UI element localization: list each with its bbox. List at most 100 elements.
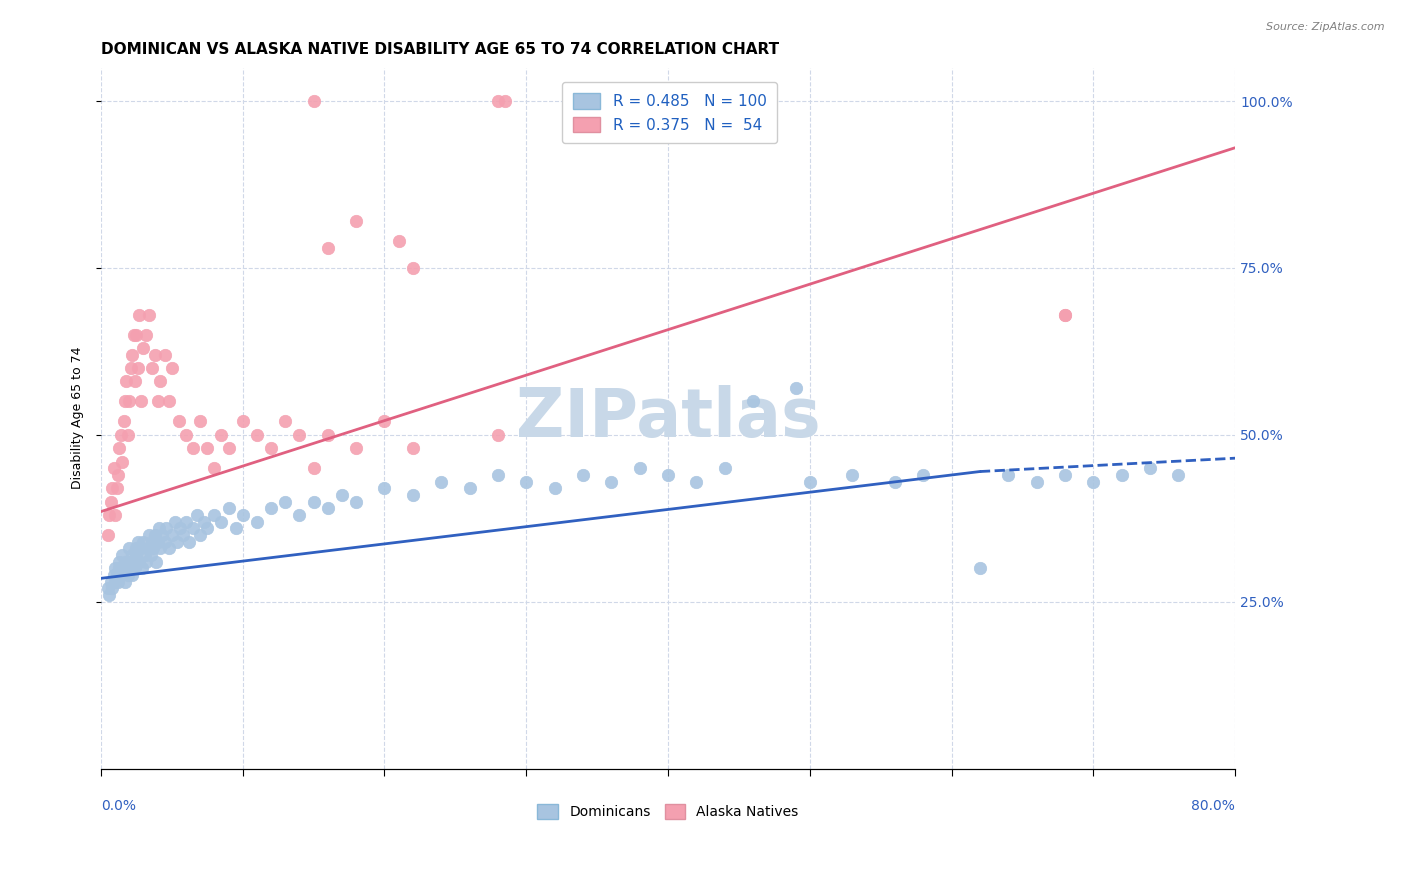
Point [742, 394, 765, 409]
Point [131, 561, 153, 575]
Point [150, 528, 173, 542]
Point [121, 348, 143, 362]
Text: Source: ZipAtlas.com: Source: ZipAtlas.com [1267, 22, 1385, 32]
Point [118, 555, 141, 569]
Point [136, 541, 159, 556]
Point [145, 555, 167, 569]
Point [132, 534, 155, 549]
Point [141, 534, 163, 549]
Point [104, 574, 127, 589]
Point [188, 414, 211, 428]
Point [195, 441, 218, 455]
Point [302, 94, 325, 108]
Point [146, 534, 169, 549]
Point [402, 441, 425, 455]
Point [103, 461, 125, 475]
Point [373, 414, 395, 428]
Point [193, 515, 215, 529]
Point [799, 475, 821, 489]
Point [218, 501, 240, 516]
Point [316, 501, 339, 516]
Point [120, 561, 142, 575]
Point [458, 481, 481, 495]
Point [997, 467, 1019, 482]
Point [969, 561, 991, 575]
Point [1053, 467, 1076, 482]
Point [149, 541, 172, 556]
Point [124, 375, 146, 389]
Point [163, 515, 186, 529]
Point [122, 327, 145, 342]
Point [232, 508, 254, 522]
Point [174, 427, 197, 442]
Point [112, 414, 135, 428]
Point [141, 361, 163, 376]
Point [274, 494, 297, 508]
Point [330, 488, 353, 502]
Point [430, 475, 453, 489]
Text: 0.0%: 0.0% [101, 799, 136, 814]
Point [1053, 308, 1076, 322]
Point [288, 508, 311, 522]
Point [108, 561, 131, 575]
Point [138, 308, 160, 322]
Point [114, 555, 136, 569]
Point [181, 521, 204, 535]
Point [169, 521, 191, 535]
Point [174, 515, 197, 529]
Point [135, 327, 157, 342]
Point [1083, 475, 1105, 489]
Point [316, 427, 339, 442]
Point [260, 501, 283, 516]
Point [167, 414, 190, 428]
Point [122, 555, 145, 569]
Point [125, 548, 148, 562]
Point [125, 327, 148, 342]
Point [225, 521, 247, 535]
Point [160, 361, 183, 376]
Point [841, 467, 863, 482]
Point [142, 541, 165, 556]
Text: DOMINICAN VS ALASKA NATIVE DISABILITY AGE 65 TO 74 CORRELATION CHART: DOMINICAN VS ALASKA NATIVE DISABILITY AG… [101, 42, 779, 57]
Point [188, 528, 211, 542]
Point [108, 555, 131, 569]
Point [108, 441, 131, 455]
Text: ZIPatlas: ZIPatlas [516, 385, 820, 451]
Point [157, 541, 180, 556]
Point [138, 528, 160, 542]
Point [209, 515, 232, 529]
Point [128, 308, 150, 322]
Point [486, 94, 509, 108]
Point [129, 394, 152, 409]
Point [115, 561, 138, 575]
Point [232, 414, 254, 428]
Point [195, 521, 218, 535]
Point [202, 508, 225, 522]
Point [97, 528, 120, 542]
Point [107, 467, 129, 482]
Point [181, 441, 204, 455]
Point [114, 394, 136, 409]
Point [104, 561, 127, 575]
Text: 80.0%: 80.0% [1191, 799, 1234, 814]
Point [101, 582, 124, 596]
Point [143, 348, 166, 362]
Point [100, 574, 122, 589]
Point [274, 414, 297, 428]
Point [628, 461, 651, 475]
Point [110, 427, 132, 442]
Point [111, 548, 134, 562]
Point [105, 568, 128, 582]
Point [149, 375, 172, 389]
Point [111, 561, 134, 575]
Point [125, 541, 148, 556]
Point [112, 561, 135, 575]
Point [202, 461, 225, 475]
Point [785, 381, 807, 395]
Point [110, 568, 132, 582]
Point [127, 361, 149, 376]
Point [111, 454, 134, 468]
Point [166, 534, 188, 549]
Point [148, 521, 170, 535]
Point [134, 548, 156, 562]
